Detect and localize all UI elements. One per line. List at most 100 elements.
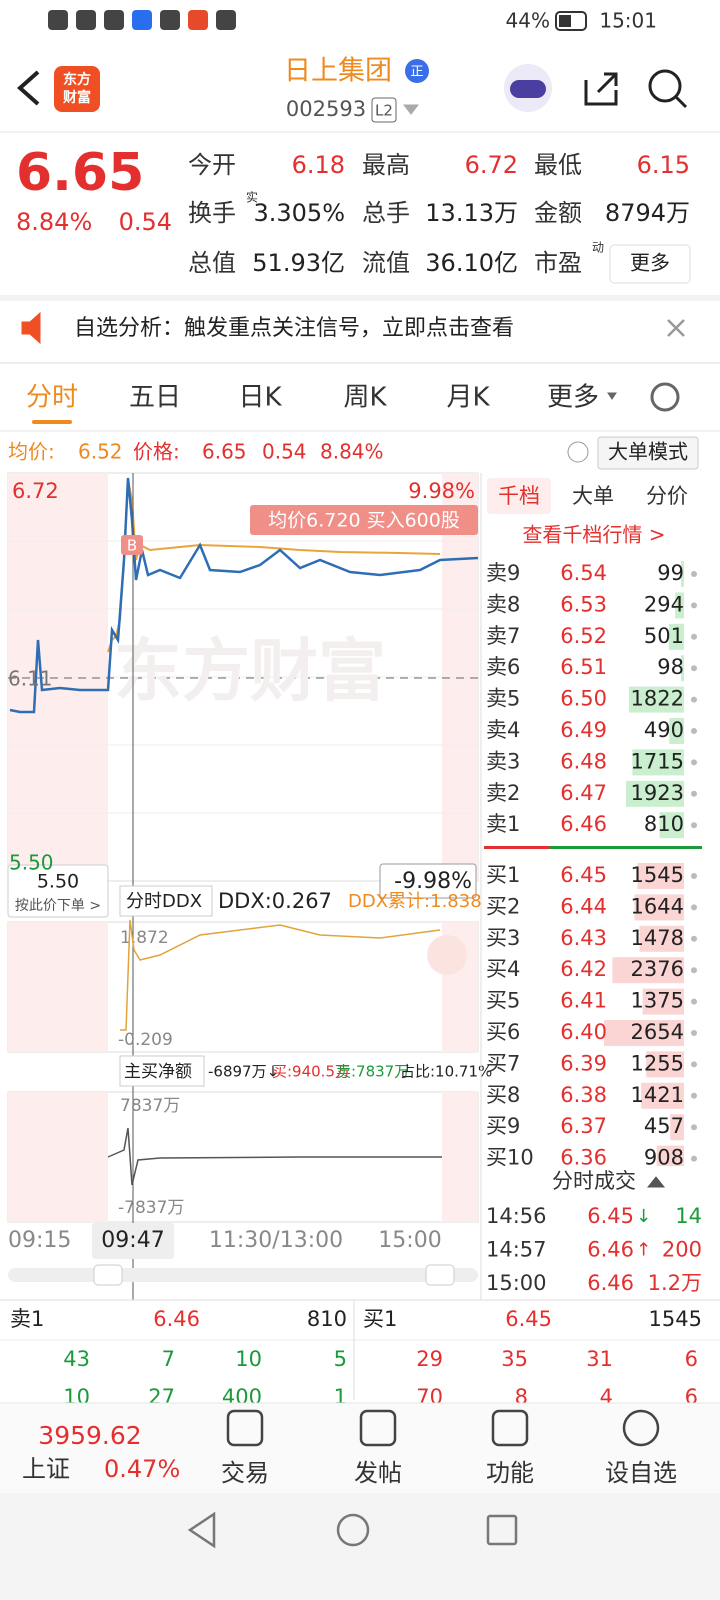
ddx-bottom: -0.209 [118, 1030, 173, 1050]
price-box-hint[interactable]: 按此价下单 > [15, 898, 101, 914]
trade-arrow: ↓ [636, 1206, 651, 1227]
nav-icon [226, 1409, 264, 1447]
pre-market-shade [8, 922, 108, 1052]
ddx-value: DDX:0.267 [218, 889, 332, 913]
tab[interactable]: 周K [343, 383, 387, 413]
tab[interactable]: 日K [238, 383, 282, 413]
mode-label[interactable]: 大单模式 [608, 440, 688, 464]
assistant-face [510, 80, 546, 98]
speaker-icon [21, 311, 41, 345]
price-box-value[interactable]: 5.50 [37, 871, 79, 893]
level-dot [691, 873, 697, 879]
level-price: 6.38 [560, 1083, 607, 1107]
trade-arrow: ↑ [636, 1240, 651, 1261]
after-hours-shade [442, 1092, 478, 1222]
trade-time: 14:56 [486, 1204, 547, 1228]
level-dot [691, 935, 697, 942]
net-select-label[interactable]: 主买净额 [124, 1062, 192, 1082]
y-top-pct: 9.98% [408, 479, 475, 503]
sys-home[interactable] [336, 1513, 370, 1547]
scroll-handle[interactable] [425, 1264, 455, 1286]
level-dot [691, 696, 697, 703]
nav-item[interactable]: 交易 [221, 1459, 269, 1487]
price-box[interactable] [7, 864, 109, 918]
more-button[interactable] [609, 244, 691, 284]
volume-bar [642, 988, 684, 1015]
change-pct: 8.84% [16, 208, 92, 236]
scroll-handle[interactable] [93, 1264, 123, 1286]
book-link[interactable]: 查看千档行情 > [522, 523, 665, 547]
tab[interactable]: 分时 [26, 383, 78, 413]
level-volume: 810 [644, 812, 684, 836]
book-tab[interactable]: 分价 [646, 484, 688, 508]
net-value: -6897万↓ [208, 1063, 279, 1081]
ddx-select-label[interactable]: 分时DDX [126, 891, 202, 912]
tab[interactable]: 更多 [547, 383, 599, 413]
level-dot [691, 998, 697, 1005]
level-volume: 1822 [631, 687, 684, 711]
nav-item[interactable]: 设自选 [605, 1459, 677, 1487]
level-price: 6.51 [560, 655, 607, 679]
net-buy: 买:940.5万 [272, 1063, 350, 1081]
level-label: 买7 [486, 1051, 520, 1075]
nav-item[interactable]: 功能 [486, 1459, 534, 1487]
time-label: 15:00 [378, 1228, 441, 1253]
badge: 正 [410, 65, 423, 80]
y-bottom-pct: -9.98% [394, 869, 472, 894]
notice-text[interactable]: 自选分析：触发重点关注信号，立即点击查看 [74, 316, 514, 341]
l1-price: 6.46 [153, 1307, 200, 1331]
level-volume: 1923 [631, 781, 684, 805]
settings-button[interactable] [650, 382, 680, 412]
level-label: 买1 [486, 863, 520, 887]
level-label: 卖7 [486, 624, 520, 648]
level-volume: 1644 [631, 894, 684, 918]
net-sell: 卖:7837万 [336, 1063, 409, 1081]
level-dot [691, 1124, 697, 1131]
tab[interactable]: 月K [446, 383, 490, 413]
net-top: 7837万 [120, 1096, 180, 1116]
field-sup: 实 [246, 190, 258, 205]
level-volume: 1375 [631, 989, 684, 1013]
split-green [550, 846, 702, 849]
level-label: 卖9 [486, 561, 520, 585]
volume-bar [641, 1082, 684, 1109]
battery-level [559, 15, 571, 27]
sys-recent[interactable] [486, 1514, 518, 1546]
book-tab[interactable]: 千档 [498, 484, 540, 508]
status-icon [188, 10, 208, 30]
level-label: 卖1 [486, 812, 520, 836]
nav-item[interactable]: 发帖 [354, 1459, 402, 1487]
field-value: 6.72 [465, 151, 518, 179]
tooltip-box [250, 505, 478, 535]
field-value: 3.305% [253, 199, 345, 227]
pct-value: 8.84% [320, 440, 384, 464]
tab[interactable]: 五日 [129, 383, 181, 413]
level-volume: 2654 [631, 1020, 684, 1044]
level-label: 买6 [486, 1020, 520, 1044]
net-select[interactable] [119, 1055, 205, 1087]
l1-volume: 810 [307, 1307, 347, 1331]
mode-button[interactable] [597, 436, 699, 470]
level-volume: 1421 [631, 1083, 684, 1107]
level-volume: 294 [644, 592, 684, 616]
expand-button[interactable] [427, 935, 467, 975]
level-dot [691, 967, 697, 974]
more-button-label[interactable]: 更多 [630, 251, 670, 275]
level-dot [691, 571, 697, 577]
trade-price: 6.46 [587, 1238, 634, 1262]
tick-volume: 29 [416, 1347, 443, 1371]
field-label: 最低 [534, 151, 582, 179]
level-volume: 98 [657, 655, 684, 679]
net-line [107, 1127, 442, 1186]
pre-market-shade [8, 1092, 108, 1222]
field-value: 51.93亿 [252, 249, 345, 277]
field-label: 流值 [362, 249, 410, 277]
search-button[interactable] [648, 69, 682, 103]
level-price: 6.41 [560, 989, 607, 1013]
ddx-select[interactable] [119, 885, 213, 917]
level-dot [691, 790, 697, 797]
field-value: 13.13万 [425, 199, 518, 227]
volume-bar [632, 749, 684, 776]
index-value[interactable]: 3959.62 [38, 1421, 141, 1450]
book-tab[interactable]: 大单 [572, 484, 614, 508]
